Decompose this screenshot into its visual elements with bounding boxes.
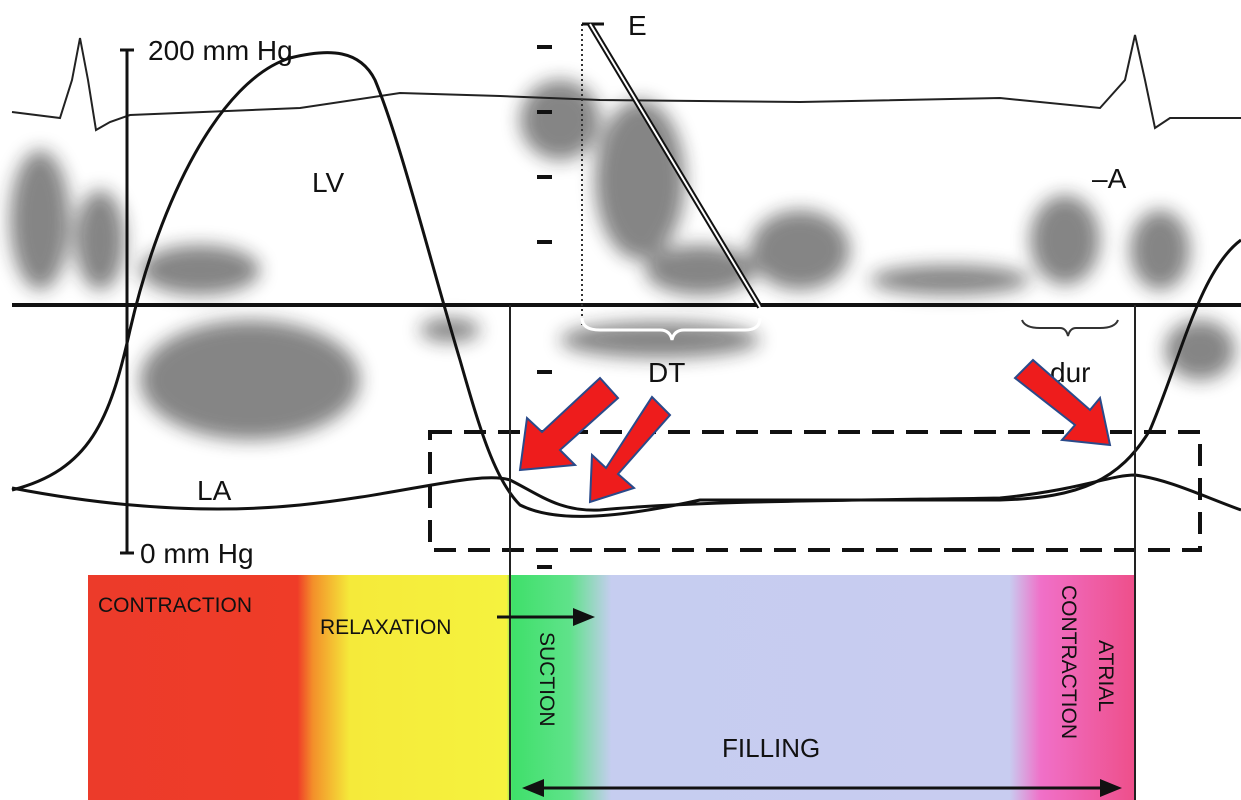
- scale-bottom-label: 0 mm Hg: [140, 538, 254, 569]
- filling-label: FILLING: [722, 733, 820, 763]
- pressure-scale: [120, 50, 134, 553]
- suction-label: SUCTION: [535, 632, 558, 727]
- diagram: 200 mm Hg 0 mm Hg E –A DT dur LV LA CONT…: [0, 0, 1241, 800]
- dur-brace: [1022, 320, 1118, 336]
- e-label: E: [628, 10, 647, 41]
- lv-label: LV: [312, 167, 344, 198]
- atrial-label: ATRIAL: [1094, 640, 1117, 712]
- la-label: LA: [197, 475, 232, 506]
- a-label: –A: [1092, 163, 1127, 194]
- atrial-contraction-label: CONTRACTION: [1057, 585, 1080, 739]
- relaxation-label: RELAXATION: [320, 616, 451, 639]
- scale-top-label: 200 mm Hg: [148, 35, 293, 66]
- contraction-label: CONTRACTION: [98, 594, 252, 617]
- dt-label: DT: [648, 357, 685, 388]
